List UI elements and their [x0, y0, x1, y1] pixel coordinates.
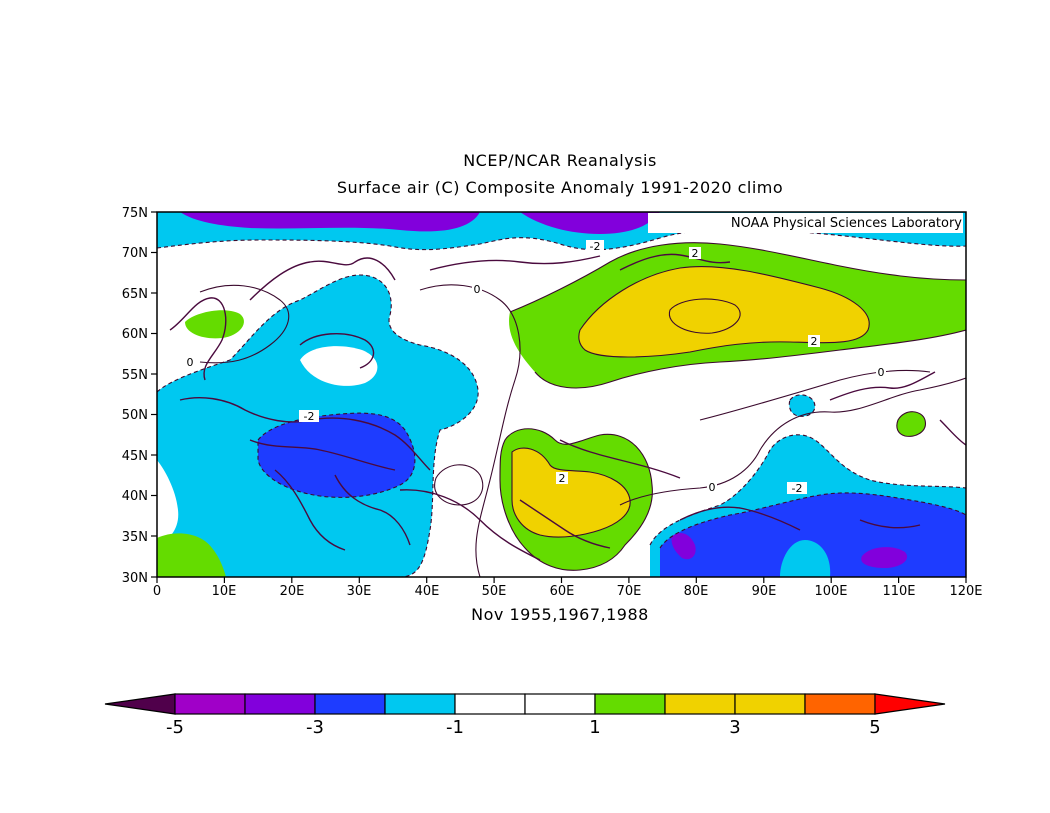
colorbar-tick-label: -3: [306, 717, 324, 738]
lon-axis: 0 10E 20E 30E 40E 50E 60E 70E 80E 90E 10…: [153, 577, 983, 599]
colorbar-swatch: [594, 693, 666, 715]
colorbar-swatch: [734, 693, 806, 715]
lat-tick-label: 35N: [122, 530, 148, 545]
chart-title: NCEP/NCAR Reanalysis: [463, 151, 657, 170]
contour-label: 0: [187, 356, 194, 369]
lat-tick-label: 45N: [122, 449, 148, 464]
lon-tick-label: 50E: [482, 584, 507, 599]
warm-corner-southwest: [157, 533, 226, 577]
contour-label-group: -2 2 0 2 0 -2 2 0 -2 0: [185, 240, 886, 495]
lon-tick-label: 10E: [212, 584, 237, 599]
contour-label: 0: [474, 283, 481, 296]
colorbar-tick-label: 3: [729, 717, 740, 738]
colorbar-tick-label: -1: [446, 717, 464, 738]
very-cold-tibet: [671, 533, 696, 560]
lat-tick-label: 30N: [122, 571, 148, 586]
lat-tick-label: 60N: [122, 327, 148, 342]
period-label: Nov 1955,1967,1988: [471, 605, 649, 624]
colorbar-swatch: [384, 693, 456, 715]
anomaly-fill-layer: [157, 212, 966, 577]
warm-hole-europe: [300, 346, 378, 386]
colorbar-swatch: [244, 693, 316, 715]
contour-label: 0: [878, 366, 885, 379]
contour-label: 0: [709, 481, 716, 494]
watermark-text: NOAA Physical Sciences Laboratory: [731, 216, 962, 231]
contour-label: 2: [811, 335, 818, 348]
colorbar-over-arrow: [874, 693, 946, 715]
deep-cold-europe: [258, 413, 415, 498]
lon-tick-label: 0: [153, 584, 161, 599]
colorbar-swatch: [314, 693, 386, 715]
very-cold-north: [180, 212, 480, 232]
contour-label: -2: [590, 240, 601, 253]
colorbar: -5 -3 -1 1 3 5: [104, 693, 946, 738]
colorbar-swatch: [664, 693, 736, 715]
lat-tick-label: 40N: [122, 489, 148, 504]
cold-north-east: [520, 212, 660, 234]
lat-tick-label: 75N: [122, 206, 148, 221]
contour-label: -2: [304, 410, 315, 423]
contour-label: 2: [692, 247, 699, 260]
lat-axis: 75N 70N 65N 60N 55N 50N 45N 40N 35N 30N: [122, 206, 157, 586]
contour-label: -2: [792, 482, 803, 495]
colorbar-swatch: [804, 693, 876, 715]
watermark-box: [648, 213, 963, 233]
colorbar-swatch: [174, 693, 246, 715]
lon-tick-label: 90E: [752, 584, 777, 599]
lon-tick-label: 60E: [550, 584, 575, 599]
lon-tick-label: 20E: [280, 584, 305, 599]
lat-tick-label: 65N: [122, 287, 148, 302]
very-cold-southeast-asia: [861, 547, 908, 568]
chart-subtitle: Surface air (C) Composite Anomaly 1991-2…: [336, 178, 784, 197]
lon-tick-label: 80E: [684, 584, 709, 599]
colorbar-tick-label: 5: [869, 717, 880, 738]
hot-siberia: [578, 266, 870, 357]
colorbar-swatch: [454, 693, 526, 715]
lon-tick-label: 40E: [415, 584, 440, 599]
colorbar-swatch: [524, 693, 596, 715]
lat-tick-label: 70N: [122, 246, 148, 261]
colorbar-tick-label: 1: [589, 717, 600, 738]
lon-tick-label: 30E: [347, 584, 372, 599]
warm-patch-north-sea: [185, 310, 244, 339]
coastlines: [169, 253, 966, 561]
colorbar-boxes: [174, 693, 876, 715]
colorbar-under-arrow: [104, 693, 176, 715]
lon-tick-label: 110E: [882, 584, 915, 599]
lat-tick-label: 50N: [122, 408, 148, 423]
warm-spot-east: [896, 411, 926, 437]
colorbar-tick-label: -5: [166, 717, 184, 738]
cold-spot-east: [789, 394, 815, 417]
contour-label: 2: [559, 472, 566, 485]
lon-tick-label: 100E: [814, 584, 847, 599]
lat-tick-label: 55N: [122, 368, 148, 383]
lon-tick-label: 120E: [949, 584, 982, 599]
lon-tick-label: 70E: [617, 584, 642, 599]
